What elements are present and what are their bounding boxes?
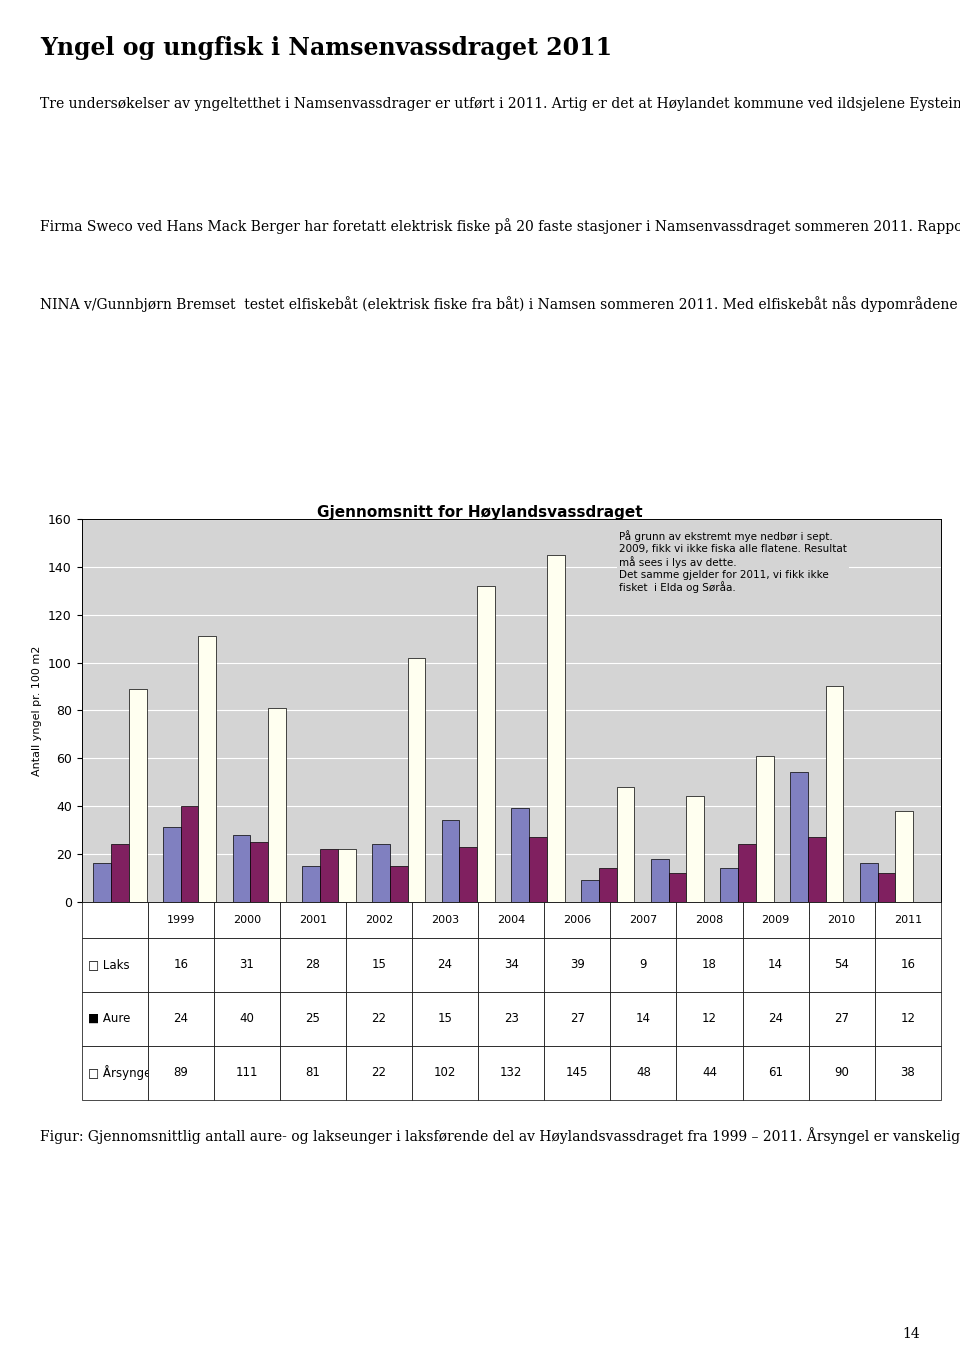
Bar	[111, 844, 129, 902]
Text: Tre undersøkelser av yngeltetthet i Namsenvassdrager er utført i 2011. Artig er : Tre undersøkelser av yngeltetthet i Nams…	[40, 96, 960, 112]
Bar	[93, 863, 111, 902]
Text: Yngel og ungfisk i Namsenvassdraget 2011: Yngel og ungfisk i Namsenvassdraget 2011	[40, 36, 612, 60]
Bar	[199, 637, 216, 902]
Bar	[477, 586, 495, 902]
Text: Figur: Gjennomsnittlig antall aure- og lakseunger i laksførende del av Høylandsv: Figur: Gjennomsnittlig antall aure- og l…	[40, 1127, 960, 1143]
Bar	[896, 810, 913, 902]
Bar	[408, 657, 425, 902]
Text: Gjennomsnitt for Høylandsvassdraget: Gjennomsnitt for Høylandsvassdraget	[317, 505, 643, 520]
Text: På grunn av ekstremt mye nedbør i sept.
2009, fikk vi ikke fiska alle flatene. R: På grunn av ekstremt mye nedbør i sept. …	[618, 530, 847, 593]
Bar	[826, 686, 844, 902]
Bar	[512, 809, 529, 902]
Bar	[877, 873, 896, 902]
Bar	[686, 796, 704, 902]
Bar	[668, 873, 686, 902]
Bar	[320, 848, 338, 902]
Bar	[547, 555, 564, 902]
Bar	[442, 820, 460, 902]
Text: 14: 14	[902, 1328, 920, 1341]
Bar	[529, 837, 547, 902]
Bar	[372, 844, 390, 902]
Bar	[581, 880, 599, 902]
Bar	[616, 787, 635, 902]
Bar	[860, 863, 877, 902]
Bar	[232, 835, 251, 902]
Bar	[808, 837, 826, 902]
Bar	[790, 772, 808, 902]
Bar	[129, 688, 147, 902]
Bar	[756, 755, 774, 902]
Bar	[268, 708, 286, 902]
Bar	[163, 828, 180, 902]
Text: NINA v/Gunnbjørn Bremset  testet elfiskebåt (elektrisk fiske fra båt) i Namsen s: NINA v/Gunnbjørn Bremset testet elfiskeb…	[40, 296, 960, 313]
Text: Firma Sweco ved Hans Mack Berger har foretatt elektrisk fiske på 20 faste stasjo: Firma Sweco ved Hans Mack Berger har for…	[40, 219, 960, 235]
Bar	[390, 866, 408, 902]
Bar	[338, 848, 355, 902]
Bar	[599, 869, 616, 902]
Bar	[302, 866, 320, 902]
Bar	[180, 806, 199, 902]
Bar	[720, 869, 738, 902]
Bar	[738, 844, 756, 902]
Y-axis label: Antall yngel pr. 100 m2: Antall yngel pr. 100 m2	[33, 645, 42, 776]
Bar	[651, 858, 668, 902]
Bar	[460, 847, 477, 902]
Bar	[251, 841, 268, 902]
